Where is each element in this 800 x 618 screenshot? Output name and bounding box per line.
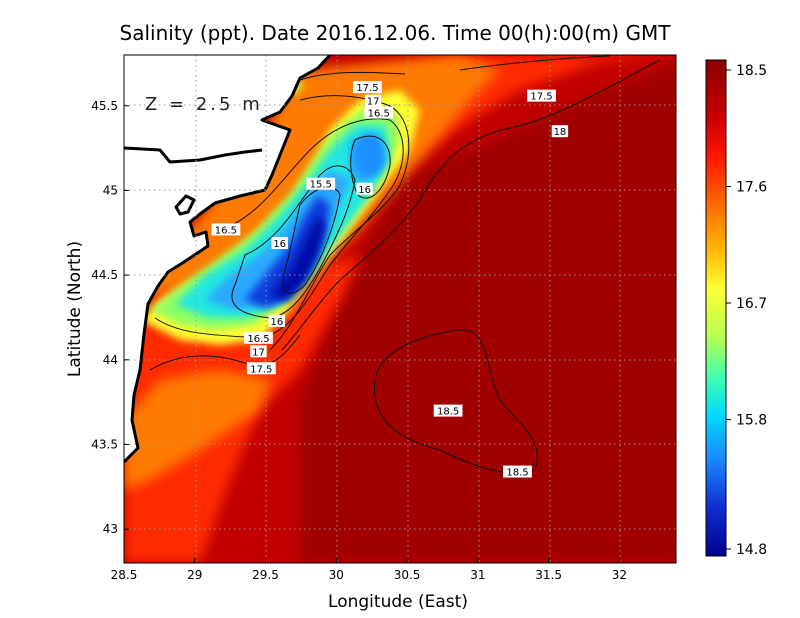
contour-label-box bbox=[211, 223, 241, 236]
contour-label-box bbox=[364, 94, 382, 107]
contour-label-box bbox=[433, 404, 463, 417]
colorbar bbox=[705, 59, 727, 557]
contour-label: 17.5 bbox=[250, 364, 272, 375]
contour-label: 16 bbox=[358, 185, 371, 196]
contour-label: 16 bbox=[273, 239, 286, 250]
salinity-field bbox=[124, 55, 676, 563]
coastline-delta bbox=[124, 146, 263, 164]
contour-label: 15.5 bbox=[310, 180, 332, 191]
x-tick-label: 30.5 bbox=[394, 568, 421, 582]
contour-label-box bbox=[306, 177, 336, 190]
contour-label: 18.5 bbox=[437, 407, 459, 418]
field-blue-core bbox=[245, 195, 330, 308]
contour-label-box bbox=[250, 345, 267, 358]
contour-label-box bbox=[503, 465, 532, 478]
contour-label: 17.5 bbox=[356, 83, 378, 94]
plot-frame bbox=[123, 54, 677, 564]
contour-18 bbox=[281, 59, 661, 351]
colorbar-ticks: 18.5 17.6 16.7 15.8 14.8 bbox=[726, 63, 767, 558]
contour-16 bbox=[231, 165, 356, 319]
contour-label: 18 bbox=[554, 127, 567, 138]
y-tick-label: 43.5 bbox=[91, 437, 118, 451]
contour-17-5-north bbox=[299, 71, 406, 81]
colorbar-tick-label: 16.7 bbox=[736, 296, 767, 312]
contour-label: 16.5 bbox=[247, 334, 269, 345]
contour-16-sec bbox=[350, 135, 391, 199]
x-axis-ticks: 28.5 29 29.5 30 30.5 31 31.5 32 bbox=[111, 558, 627, 582]
colorbar-tick-label: 14.8 bbox=[736, 542, 767, 558]
y-tick-label: 45.5 bbox=[91, 99, 118, 113]
coastline-lake bbox=[174, 194, 196, 216]
chart-title: Salinity (ppt). Date 2016.12.06. Time 00… bbox=[120, 21, 672, 45]
y-tick-label: 44 bbox=[103, 353, 118, 367]
colorbar-tick-label: 15.8 bbox=[736, 413, 767, 429]
grid bbox=[124, 55, 676, 563]
x-tick-label: 32 bbox=[612, 568, 627, 582]
contour-label: 18.5 bbox=[506, 468, 528, 479]
x-tick-label: 29 bbox=[187, 568, 202, 582]
contour-label-box bbox=[356, 182, 373, 195]
contour-label: 16 bbox=[270, 317, 283, 328]
contour-label-box bbox=[246, 362, 276, 375]
contour-label-box bbox=[268, 314, 286, 327]
field-deep-red bbox=[300, 61, 676, 563]
y-tick-label: 43 bbox=[103, 522, 118, 536]
colorbar-tick-label: 18.5 bbox=[736, 63, 767, 79]
contour-label: 17.5 bbox=[530, 92, 552, 103]
colorbar-tick-label: 17.6 bbox=[736, 180, 767, 196]
contour-label: 17 bbox=[367, 97, 380, 108]
contour-label-box bbox=[364, 106, 394, 119]
depth-annotation: Z = 2.5 m bbox=[145, 94, 263, 115]
field-dark-core bbox=[270, 215, 325, 300]
x-tick-label: 29.5 bbox=[252, 568, 279, 582]
y-axis-label: Latitude (North) bbox=[65, 241, 85, 377]
x-tick-label: 30 bbox=[329, 568, 344, 582]
y-tick-label: 44.5 bbox=[91, 268, 118, 282]
contour-label-box bbox=[551, 125, 569, 138]
contour-label: 16.5 bbox=[368, 109, 390, 120]
contour-17-5-east bbox=[459, 55, 611, 71]
contour-label-box bbox=[244, 331, 273, 344]
contour-label-box bbox=[271, 236, 288, 249]
coastline bbox=[124, 55, 332, 464]
field-secondary-low bbox=[354, 133, 386, 177]
x-tick-label: 28.5 bbox=[111, 568, 138, 582]
x-axis-label: Longitude (East) bbox=[328, 592, 468, 612]
contour-label: 16.5 bbox=[215, 225, 237, 236]
x-tick-label: 31 bbox=[470, 568, 485, 582]
contour-label-box bbox=[353, 81, 382, 94]
contour-label: 17 bbox=[252, 347, 265, 358]
y-axis-ticks: 43 43.5 44 44.5 45 45.5 bbox=[91, 99, 129, 536]
field-light-blue bbox=[205, 138, 380, 310]
x-tick-label: 31.5 bbox=[535, 568, 562, 582]
contour-18-5-pool bbox=[373, 329, 538, 474]
contour-label-box bbox=[527, 89, 556, 102]
y-tick-label: 45 bbox=[103, 183, 118, 197]
field-orange bbox=[124, 55, 500, 490]
